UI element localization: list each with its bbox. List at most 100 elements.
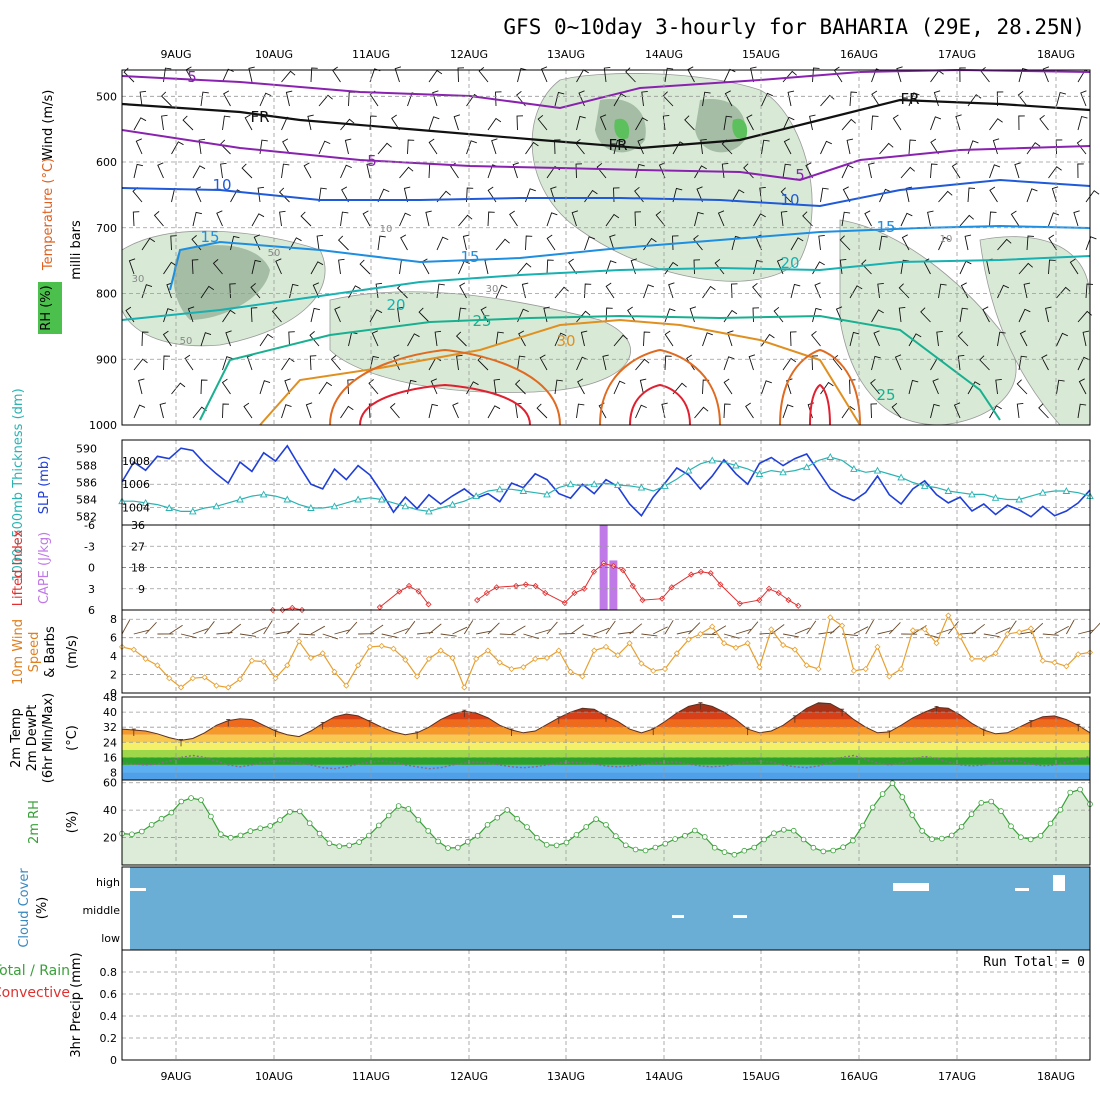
- wind-barb-227: [989, 211, 997, 227]
- hot-loop-0: [359, 383, 531, 426]
- wind-barb-403: [330, 355, 341, 371]
- wind-point-40: [591, 647, 598, 654]
- rh-point-17: [287, 809, 293, 815]
- wind-point-13: [272, 675, 279, 682]
- slp-ytick-2: 1008: [122, 455, 150, 468]
- rh-point-60: [711, 844, 718, 851]
- rh-point-65: [761, 836, 767, 843]
- wind-barb-347: [627, 306, 636, 323]
- wind-barb-303: [312, 282, 320, 299]
- wind-barb-357: [920, 307, 931, 323]
- rh-point-46: [573, 831, 580, 838]
- wind-barb-200: [192, 211, 202, 227]
- wind-barb-417: [748, 354, 756, 371]
- wind-barb-442: [514, 379, 526, 395]
- rh-point-18: [296, 808, 303, 815]
- wind-barb-268: [251, 259, 261, 275]
- wind-barb-324: [938, 283, 947, 299]
- rh-point-21: [326, 840, 333, 847]
- wind-barb-239: [377, 235, 386, 251]
- wind-barb-454: [870, 378, 880, 395]
- wind10-barb-10: [239, 633, 256, 637]
- wind-barb-88: [782, 116, 795, 131]
- precip-run-total: Run Total = 0: [983, 955, 1085, 970]
- temp-minmax-37: [556, 716, 561, 724]
- wind10-barb-6: [192, 628, 209, 635]
- cloud-gap-3: [672, 915, 684, 918]
- wind-barb-0: [123, 67, 135, 83]
- xsection-ytick-0: 500: [96, 90, 117, 103]
- wind-barb-220: [780, 210, 788, 227]
- thickness-point-34: [519, 487, 528, 494]
- wind-barb-261: [1026, 235, 1035, 251]
- wind-barb-316: [702, 285, 716, 299]
- wind-barb-334: [250, 307, 258, 323]
- wind-barb-434: [284, 378, 291, 395]
- wind-barb-383: [727, 330, 734, 347]
- rh-point-86: [968, 811, 975, 817]
- thickness-point-80: [1062, 487, 1071, 494]
- wind-barb-222: [841, 211, 851, 227]
- thickness-point-18: [330, 502, 339, 510]
- wind-point-17: [319, 650, 326, 657]
- rh-label-5: 10: [940, 234, 953, 245]
- wind-barb-355: [871, 309, 884, 323]
- wind-barb-191: [905, 186, 913, 203]
- temp-minmax-13: [273, 729, 278, 737]
- wind-barb-83: [635, 117, 648, 131]
- text-layer: GFS 0~10day 3-hourly for BAHARIA (29E, 2…: [0, 15, 1085, 1083]
- wind-barb-391: [957, 331, 969, 347]
- wind-barb-359: [982, 306, 990, 323]
- wind-barb-245: [546, 234, 556, 251]
- hot-loop-1: [629, 383, 691, 426]
- rh-point-87: [978, 799, 985, 806]
- wind10-barb-50: [711, 625, 727, 635]
- wind-barb-49: [613, 93, 627, 107]
- hot-loop-2: [809, 383, 831, 426]
- wind-barb-311: [554, 286, 569, 299]
- wind-barb-190: [879, 188, 891, 203]
- wind-barb-424: [957, 354, 965, 371]
- rh-point-72: [830, 847, 836, 854]
- rh-point-36: [474, 832, 481, 839]
- wind-barb-264: [128, 258, 136, 275]
- wind-barb-280: [605, 260, 617, 275]
- wind-barb-66: [133, 117, 147, 131]
- wind10-barb-82: [1089, 622, 1100, 635]
- wind-barb-419: [811, 355, 819, 371]
- wind-barb-363: [141, 331, 149, 347]
- temp-minmax-5: [179, 738, 184, 747]
- wind-barb-289: [861, 259, 872, 275]
- wind-barb-441: [493, 378, 501, 395]
- wind-barb-201: [216, 210, 223, 227]
- thickness-point-48: [684, 466, 693, 474]
- wind-point-52: [732, 644, 739, 651]
- temp-ylabel-3: (6hr Min/Max): [41, 693, 56, 783]
- wind-barb-456: [932, 378, 939, 395]
- wind-barb-129: [1026, 142, 1041, 155]
- rh-point-11: [227, 834, 234, 841]
- wind10-barb-7: [204, 621, 215, 635]
- wind10-barb-5: [180, 633, 197, 639]
- cloud-ytick-0: high: [96, 876, 120, 889]
- thickness-point-64: [873, 466, 882, 474]
- wind-point-34: [520, 664, 527, 671]
- rh-point-47: [583, 824, 589, 830]
- wind-barb-204: [300, 211, 312, 227]
- wind-barb-368: [288, 331, 295, 347]
- thickness-point-54: [755, 470, 764, 477]
- thk-ytick-3: 588: [76, 460, 97, 473]
- wind-barb-458: [995, 378, 1002, 395]
- rh-point-39: [504, 807, 511, 813]
- wind-barb-277: [517, 262, 532, 275]
- wind-barb-373: [434, 330, 442, 347]
- date-bottom-0: 9AUG: [160, 1070, 191, 1083]
- wind-barb-422: [894, 354, 902, 371]
- wind-barb-159: [930, 163, 938, 179]
- wind-barb-223: [864, 210, 872, 227]
- thickness-point-20: [354, 495, 362, 503]
- precip-ylabel: 3hr Precip (mm): [69, 952, 84, 1057]
- wind-barb-124: [879, 142, 894, 155]
- wind-point-37: [555, 647, 562, 654]
- wind-barb-364: [162, 330, 172, 347]
